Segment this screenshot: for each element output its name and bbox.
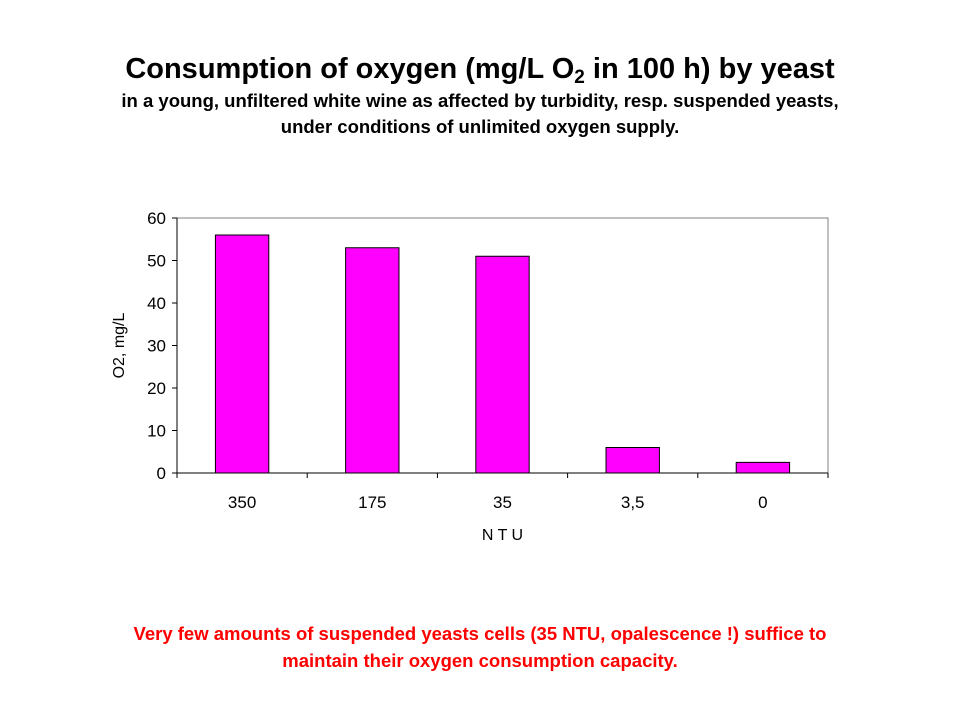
y-tick-label: 20: [147, 379, 166, 398]
bar: [345, 247, 400, 474]
bars: [214, 234, 791, 474]
title-main: Consumption of oxygen (mg/L O: [125, 53, 575, 85]
subtitle-line-2: under conditions of unlimited oxygen sup…: [280, 116, 680, 137]
subtitle-line-1: in a young, unfiltered white wine as aff…: [121, 90, 839, 111]
x-tick-label: 3,5: [621, 493, 645, 512]
x-tick-label: 0: [758, 493, 767, 512]
footnote: Very few amounts of suspended yeasts cel…: [0, 620, 960, 674]
bar: [605, 447, 660, 474]
y-tick-label: 10: [147, 422, 166, 441]
x-tick-label: 350: [228, 493, 256, 512]
y-tick-label: 60: [147, 209, 166, 228]
title-block: Consumption of oxygen (mg/L O2 in 100 h)…: [0, 52, 960, 140]
y-tick-label: 40: [147, 294, 166, 313]
bar: [735, 461, 791, 474]
x-axis-ticks: 350 175 35 3,5 0: [176, 473, 829, 512]
y-axis-title: O2, mg/L: [111, 313, 128, 379]
footnote-line-2: maintain their oxygen consumption capaci…: [282, 650, 678, 671]
y-axis-ticks: 0 10 20 30 40 50 60: [147, 209, 177, 483]
chart-subtitle: in a young, unfiltered white wine as aff…: [0, 88, 960, 140]
y-tick-label: 0: [157, 464, 166, 483]
x-axis-title: N T U: [482, 527, 523, 544]
y-tick-label: 30: [147, 337, 166, 356]
x-tick-label: 175: [358, 493, 386, 512]
y-tick-label: 50: [147, 252, 166, 271]
title-tail: in 100 h) by yeast: [584, 53, 835, 85]
bar: [214, 234, 270, 474]
x-tick-label: 35: [493, 493, 512, 512]
bar: [475, 255, 530, 474]
chart-title: Consumption of oxygen (mg/L O2 in 100 h)…: [0, 52, 960, 88]
footnote-line-1: Very few amounts of suspended yeasts cel…: [133, 623, 827, 644]
title-subscript: 2: [574, 67, 585, 88]
